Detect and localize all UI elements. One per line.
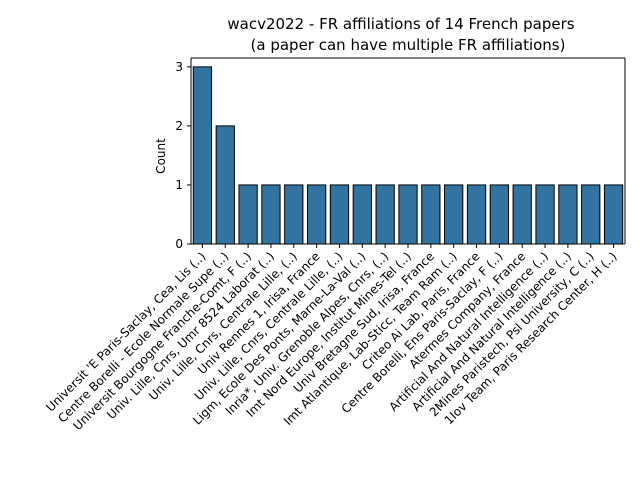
bar xyxy=(398,184,418,245)
y-tick-label: 1 xyxy=(175,178,183,192)
bar xyxy=(581,184,601,245)
plot-frame xyxy=(190,57,626,245)
bar xyxy=(558,184,578,245)
bar xyxy=(466,184,487,245)
bar xyxy=(261,184,281,245)
bar xyxy=(375,184,395,245)
bar xyxy=(329,184,350,245)
y-axis: 0 1 2 3 xyxy=(175,60,191,251)
bar xyxy=(306,184,327,245)
bar xyxy=(535,184,555,245)
y-axis-label: Count xyxy=(154,138,168,174)
bar xyxy=(192,66,213,245)
bar xyxy=(512,184,532,245)
y-tick-label: 3 xyxy=(175,60,183,74)
bar xyxy=(352,184,372,245)
bar xyxy=(238,184,258,245)
y-tick-label: 0 xyxy=(175,237,183,251)
bar xyxy=(603,184,624,245)
bar xyxy=(215,125,235,245)
x-axis: Universit 'E Paris-Saclay, Cea, Lis (..)… xyxy=(43,244,620,433)
bar xyxy=(489,184,510,245)
chart-subtitle: (a paper can have multiple FR affiliatio… xyxy=(251,36,566,54)
bars-group xyxy=(192,66,624,245)
chart-title: wacv2022 - FR affiliations of 14 French … xyxy=(227,15,574,33)
y-tick-label: 2 xyxy=(175,119,183,133)
bar xyxy=(444,184,464,245)
bar xyxy=(284,184,304,245)
bar xyxy=(421,184,441,245)
